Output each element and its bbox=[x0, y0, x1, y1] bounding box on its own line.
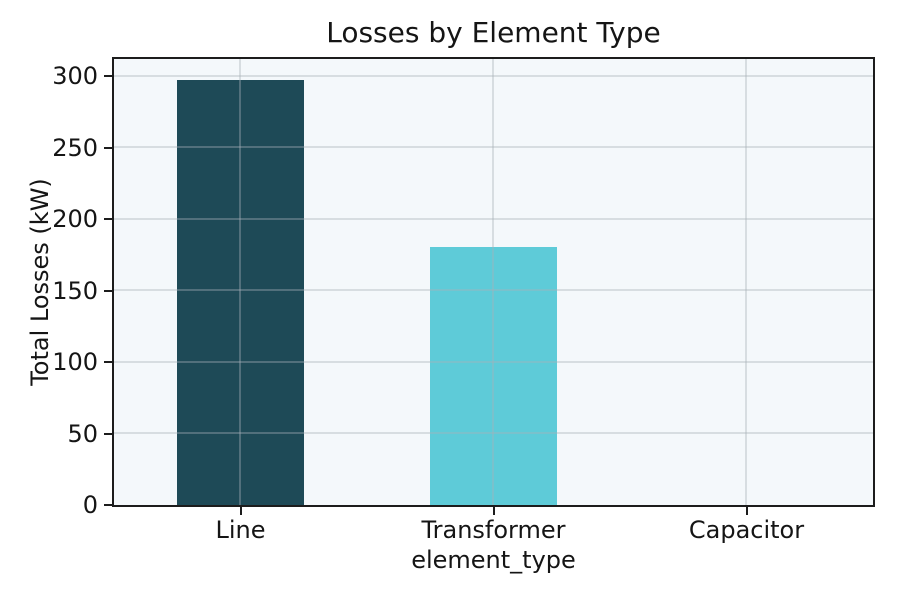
y-tick-label: 0 bbox=[82, 491, 98, 519]
y-tick-mark bbox=[104, 218, 112, 221]
y-tick-mark bbox=[104, 146, 112, 149]
chart-title: Losses by Element Type bbox=[326, 16, 661, 49]
x-tick-label-capacitor: Capacitor bbox=[688, 516, 805, 544]
y-tick-label: 150 bbox=[52, 276, 98, 305]
y-tick-mark bbox=[104, 432, 112, 435]
y-tick-mark bbox=[104, 75, 112, 78]
y-tick-mark bbox=[104, 361, 112, 364]
y-gridline bbox=[113, 289, 873, 292]
x-axis-label: element_type bbox=[411, 546, 576, 574]
y-gridline bbox=[113, 432, 873, 435]
y-gridline bbox=[113, 146, 873, 149]
x-tick-mark bbox=[745, 507, 748, 515]
y-tick-label: 50 bbox=[67, 419, 98, 448]
plot-area bbox=[111, 56, 875, 507]
y-tick-mark bbox=[104, 504, 112, 507]
x-tick-label-transformer: Transformer bbox=[421, 516, 566, 544]
y-tick-mark bbox=[104, 289, 112, 292]
y-gridline bbox=[113, 74, 873, 77]
y-tick-label: 250 bbox=[52, 133, 98, 162]
y-tick-label: 300 bbox=[52, 62, 98, 91]
x-tick-mark bbox=[239, 507, 242, 515]
bar-transformer bbox=[430, 246, 557, 505]
x-gridline bbox=[239, 58, 242, 505]
x-gridline bbox=[745, 58, 748, 505]
y-gridline bbox=[113, 360, 873, 363]
y-tick-label: 100 bbox=[52, 348, 98, 377]
x-tick-label-line: Line bbox=[215, 516, 266, 544]
y-gridline bbox=[113, 217, 873, 220]
y-tick-label: 200 bbox=[52, 205, 98, 234]
x-tick-mark bbox=[492, 507, 495, 515]
x-gridline bbox=[492, 58, 495, 505]
bar-line bbox=[177, 80, 304, 505]
